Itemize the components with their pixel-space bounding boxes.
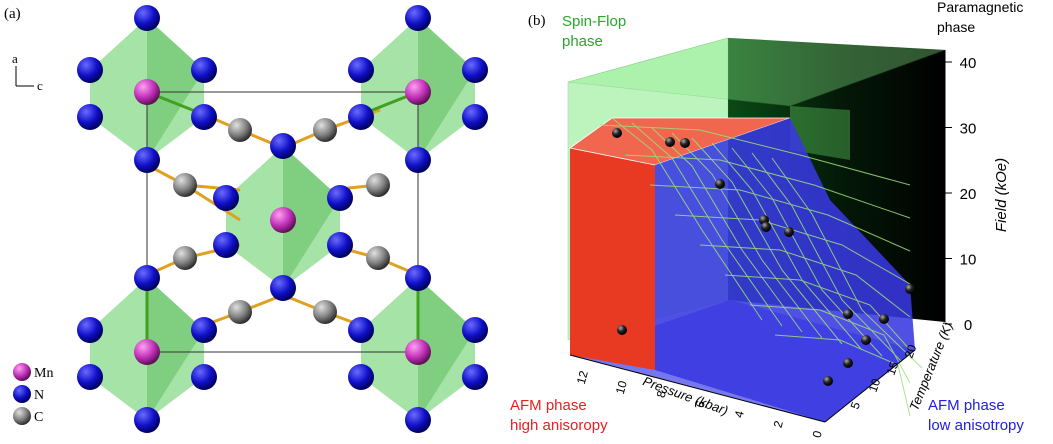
- nitrogen-atom: [348, 317, 374, 343]
- pressure-tick-label: 4: [732, 409, 747, 419]
- panel-label: (b): [528, 13, 546, 29]
- axis-indicator: a c: [12, 51, 43, 93]
- nitrogen-atom: [405, 147, 431, 173]
- nitrogen-atom: [327, 232, 353, 258]
- legend-swatch: [13, 363, 31, 381]
- carbon-atom: [228, 300, 252, 324]
- nitrogen-atom: [462, 317, 488, 343]
- nitrogen-atom: [327, 185, 353, 211]
- carbon-atom: [228, 118, 252, 142]
- data-sphere: [680, 138, 690, 148]
- phase-label: low anisotropy: [928, 417, 1024, 434]
- data-sphere: [843, 309, 853, 319]
- data-sphere: [617, 325, 627, 335]
- nitrogen-atom: [270, 133, 296, 159]
- data-sphere: [823, 376, 833, 386]
- nitrogen-atom: [134, 5, 160, 31]
- pressure-tick-label: 10: [613, 379, 630, 396]
- nitrogen-atom: [213, 185, 239, 211]
- manganese-atom: [405, 339, 431, 365]
- figure: Mn NC (a) a c (b) Spin-Flop phase Paramagne…: [0, 0, 1053, 444]
- data-sphere: [784, 227, 794, 237]
- legend-swatch: [13, 407, 31, 425]
- data-sphere: [879, 314, 889, 324]
- nitrogen-atom: [134, 147, 160, 173]
- nitrogen-atom: [77, 104, 103, 130]
- phase-label: high anisoropy: [510, 417, 608, 434]
- field-tick-label: 20: [960, 186, 977, 203]
- carbon-atom: [313, 118, 337, 142]
- data-sphere: [861, 335, 871, 345]
- phase-label: Spin-Flop: [562, 13, 626, 30]
- axis-a: a: [12, 51, 18, 66]
- nitrogen-atom: [462, 104, 488, 130]
- nitrogen-atom: [191, 104, 217, 130]
- nitrogen-atom: [270, 275, 296, 301]
- pressure-tick-label: 12: [574, 369, 591, 386]
- nitrogen-atom: [191, 57, 217, 83]
- manganese-atom: [270, 207, 296, 233]
- field-tick-label: 30: [960, 121, 977, 138]
- phase-label: AFM phase: [928, 397, 1005, 414]
- nitrogen-atom: [77, 317, 103, 343]
- carbon-atom: [173, 173, 197, 197]
- nitrogen-atom: [191, 317, 217, 343]
- manganese-atom: [134, 79, 160, 105]
- carbon-atom: [366, 173, 390, 197]
- nitrogen-atom: [77, 364, 103, 390]
- nitrogen-atom: [348, 364, 374, 390]
- nitrogen-atom: [77, 57, 103, 83]
- pressure-tick-label: 2: [771, 419, 786, 429]
- data-sphere: [843, 358, 853, 368]
- panel-a: Mn NC: [13, 5, 488, 433]
- nitrogen-atom: [405, 265, 431, 291]
- carbon-atom: [313, 300, 337, 324]
- phase-label: AFM phase: [510, 397, 587, 414]
- legend-label: Mn: [34, 366, 53, 381]
- phase-label: Paramagnetic: [937, 0, 1023, 15]
- data-sphere: [612, 128, 622, 138]
- axis-c: c: [37, 78, 43, 93]
- field-axis-title: Field (kOe): [993, 158, 1010, 232]
- field-tick-label: 40: [960, 55, 977, 72]
- nitrogen-atom: [462, 364, 488, 390]
- legend-label: N: [34, 388, 44, 403]
- data-sphere: [715, 179, 725, 189]
- nitrogen-atom: [134, 407, 160, 433]
- nitrogen-atom: [191, 364, 217, 390]
- manganese-atom: [134, 339, 160, 365]
- nitrogen-atom: [405, 407, 431, 433]
- temperature-tick-label: 10: [866, 376, 884, 394]
- field-tick-label: 10: [960, 252, 977, 269]
- nitrogen-atom: [134, 265, 160, 291]
- nitrogen-atom: [348, 104, 374, 130]
- phase-label: phase: [562, 33, 603, 50]
- data-sphere: [761, 222, 771, 232]
- nitrogen-atom: [213, 232, 239, 258]
- data-sphere: [905, 284, 915, 294]
- nitrogen-atom: [405, 5, 431, 31]
- manganese-atom: [405, 79, 431, 105]
- phase-label: phase: [937, 19, 975, 35]
- nitrogen-atom: [462, 57, 488, 83]
- field-tick-label: 0: [964, 317, 972, 334]
- pressure-tick-label: 0: [810, 429, 825, 439]
- data-sphere: [665, 137, 675, 147]
- temperature-tick-label: 5: [848, 400, 864, 411]
- nitrogen-atom: [348, 57, 374, 83]
- legend-label: C: [34, 410, 43, 425]
- legend-swatch: [13, 385, 31, 403]
- panel-label: (a): [4, 6, 21, 22]
- carbon-atom: [366, 246, 390, 270]
- carbon-atom: [173, 246, 197, 270]
